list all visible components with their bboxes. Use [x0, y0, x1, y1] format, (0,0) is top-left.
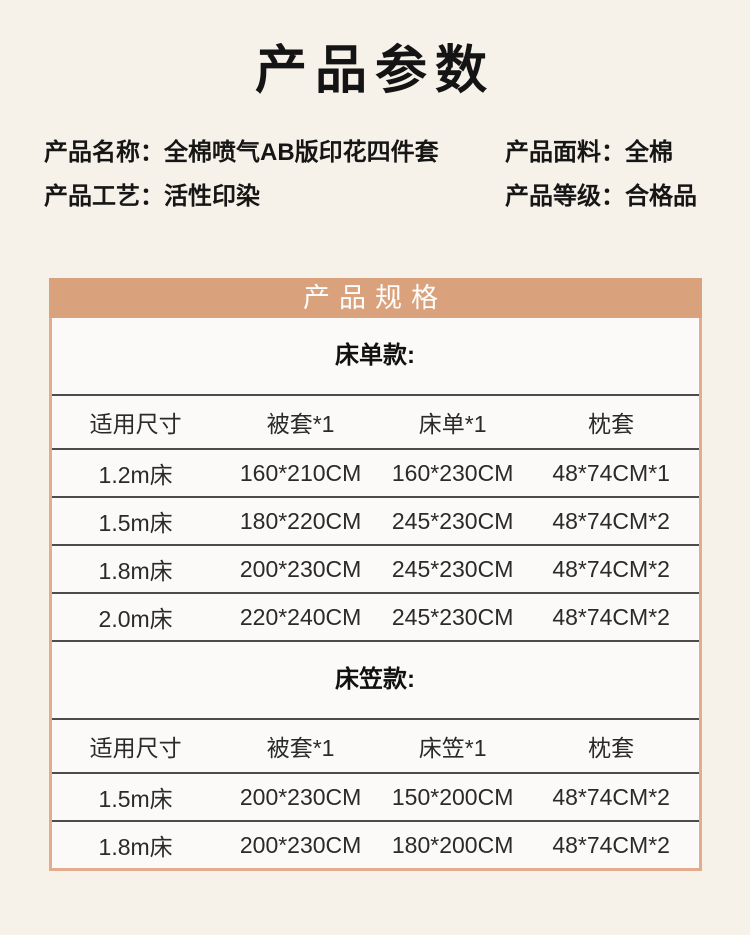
table-cell: 2.0m床 — [98, 606, 173, 632]
section-title-fitted-sheet: 床笠款: — [51, 640, 699, 718]
column-header: 枕套 — [588, 735, 635, 761]
product-fabric-value: 全棉 — [625, 139, 673, 166]
product-fabric: 产品面料：全棉 — [505, 138, 673, 168]
table-cell: 200*230CM — [239, 831, 362, 858]
product-grade-value: 合格品 — [625, 183, 697, 210]
table-cell: 1.8m床 — [98, 834, 173, 860]
table-cell: 48*74CM*2 — [552, 603, 670, 630]
table-cell: 1.5m床 — [98, 510, 173, 536]
table-cell: 220*240CM — [239, 603, 362, 630]
column-header: 被套*1 — [266, 735, 335, 761]
table-cell: 200*230CM — [239, 783, 362, 810]
table-row: 2.0m床 220*240CM 245*230CM 48*74CM*2 — [51, 592, 699, 640]
table-cell: 48*74CM*2 — [552, 507, 670, 534]
column-header-row: 适用尺寸 被套*1 床单*1 枕套 — [51, 394, 699, 448]
column-header: 床笠*1 — [418, 735, 487, 761]
table-cell: 245*230CM — [391, 555, 514, 582]
product-fabric-label: 产品面料： — [505, 139, 625, 166]
column-header-row: 适用尺寸 被套*1 床笠*1 枕套 — [51, 718, 699, 772]
column-header: 适用尺寸 — [89, 411, 182, 437]
table-cell: 1.5m床 — [98, 786, 173, 812]
table-cell: 180*220CM — [239, 507, 362, 534]
table-cell: 48*74CM*2 — [552, 831, 670, 858]
product-grade-label: 产品等级： — [505, 183, 625, 210]
spec-table: 产品规格 床单款: 适用尺寸 被套*1 床单*1 枕套 1.2m床 160*21… — [48, 278, 702, 871]
section-title-bedsheet: 床单款: — [335, 342, 415, 369]
table-cell: 48*74CM*2 — [552, 783, 670, 810]
table-row: 1.5m床 200*230CM 150*200CM 48*74CM*2 — [51, 772, 699, 820]
spec-table-body: 床单款: 适用尺寸 被套*1 床单*1 枕套 1.2m床 160*210CM 1… — [48, 318, 702, 871]
spec-table-header: 产品规格 — [48, 278, 702, 318]
table-cell: 180*200CM — [391, 831, 514, 858]
table-cell: 200*230CM — [239, 555, 362, 582]
column-header: 适用尺寸 — [89, 735, 182, 761]
table-cell: 1.8m床 — [98, 558, 173, 584]
table-cell: 1.2m床 — [98, 462, 173, 488]
product-name-label: 产品名称： — [44, 139, 164, 166]
product-name: 产品名称：全棉喷气AB版印花四件套 — [44, 138, 505, 168]
info-row-1: 产品名称：全棉喷气AB版印花四件套 产品面料：全棉 — [44, 138, 706, 168]
table-row: 1.8m床 200*230CM 180*200CM 48*74CM*2 — [51, 820, 699, 868]
product-name-value: 全棉喷气AB版印花四件套 — [164, 139, 439, 166]
table-cell: 48*74CM*2 — [552, 555, 670, 582]
info-row-2: 产品工艺：活性印染 产品等级：合格品 — [44, 182, 706, 212]
table-cell: 150*200CM — [391, 783, 514, 810]
table-row: 1.2m床 160*210CM 160*230CM 48*74CM*1 — [51, 448, 699, 496]
table-cell: 160*210CM — [239, 459, 362, 486]
table-row: 1.5m床 180*220CM 245*230CM 48*74CM*2 — [51, 496, 699, 544]
table-cell: 48*74CM*1 — [552, 459, 670, 486]
table-cell: 245*230CM — [391, 507, 514, 534]
product-grade: 产品等级：合格品 — [505, 182, 697, 212]
product-craft-label: 产品工艺： — [44, 183, 164, 210]
page-title: 产品参数 — [254, 43, 495, 100]
table-cell: 245*230CM — [391, 603, 514, 630]
table-cell: 160*230CM — [391, 459, 514, 486]
column-header: 床单*1 — [418, 411, 487, 437]
product-craft-value: 活性印染 — [164, 183, 260, 210]
product-craft: 产品工艺：活性印染 — [44, 182, 505, 212]
table-row: 1.8m床 200*230CM 245*230CM 48*74CM*2 — [51, 544, 699, 592]
column-header: 被套*1 — [266, 411, 335, 437]
column-header: 枕套 — [588, 411, 635, 437]
product-info: 产品名称：全棉喷气AB版印花四件套 产品面料：全棉 产品工艺：活性印染 产品等级… — [44, 138, 706, 212]
